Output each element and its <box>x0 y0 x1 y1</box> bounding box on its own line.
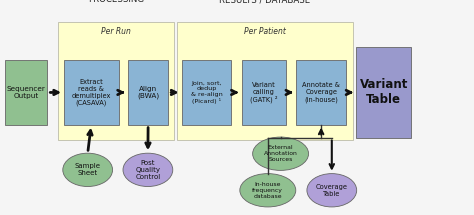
Text: Annotate &
Coverage
(in-house): Annotate & Coverage (in-house) <box>302 82 340 103</box>
Text: External
Annotation
Sources: External Annotation Sources <box>264 145 298 162</box>
FancyBboxPatch shape <box>58 22 174 140</box>
FancyBboxPatch shape <box>5 60 47 125</box>
FancyBboxPatch shape <box>242 60 286 125</box>
FancyBboxPatch shape <box>296 60 346 125</box>
Ellipse shape <box>253 137 309 170</box>
Ellipse shape <box>123 153 173 187</box>
Ellipse shape <box>63 153 112 187</box>
Ellipse shape <box>307 174 356 207</box>
Text: Variant
calling
(GATK) ²: Variant calling (GATK) ² <box>250 82 278 103</box>
Text: In-house
frequency
database: In-house frequency database <box>252 182 283 199</box>
Text: Join, sort,
dedup
& re-align
(Picard) ¹: Join, sort, dedup & re-align (Picard) ¹ <box>191 81 222 104</box>
Text: PROCESSING: PROCESSING <box>88 0 145 4</box>
Text: Sample
Sheet: Sample Sheet <box>75 163 100 176</box>
Text: Align
(BWA): Align (BWA) <box>137 86 159 99</box>
Text: Per Run: Per Run <box>101 27 131 36</box>
Text: Coverage
Table: Coverage Table <box>316 184 348 197</box>
Text: Per Patient: Per Patient <box>244 27 286 36</box>
FancyBboxPatch shape <box>128 60 168 125</box>
Text: Sequencer
Output: Sequencer Output <box>7 86 46 99</box>
FancyBboxPatch shape <box>64 60 118 125</box>
Ellipse shape <box>240 174 296 207</box>
Text: RESULTS / DATABASE: RESULTS / DATABASE <box>219 0 310 4</box>
Text: Extract
reads &
demultiplex
(CASAVA): Extract reads & demultiplex (CASAVA) <box>72 79 111 106</box>
Text: Variant
Table: Variant Table <box>359 78 408 106</box>
FancyBboxPatch shape <box>356 47 411 138</box>
FancyBboxPatch shape <box>182 60 231 125</box>
Text: Post
Quality
Control: Post Quality Control <box>135 160 161 180</box>
FancyBboxPatch shape <box>177 22 353 140</box>
